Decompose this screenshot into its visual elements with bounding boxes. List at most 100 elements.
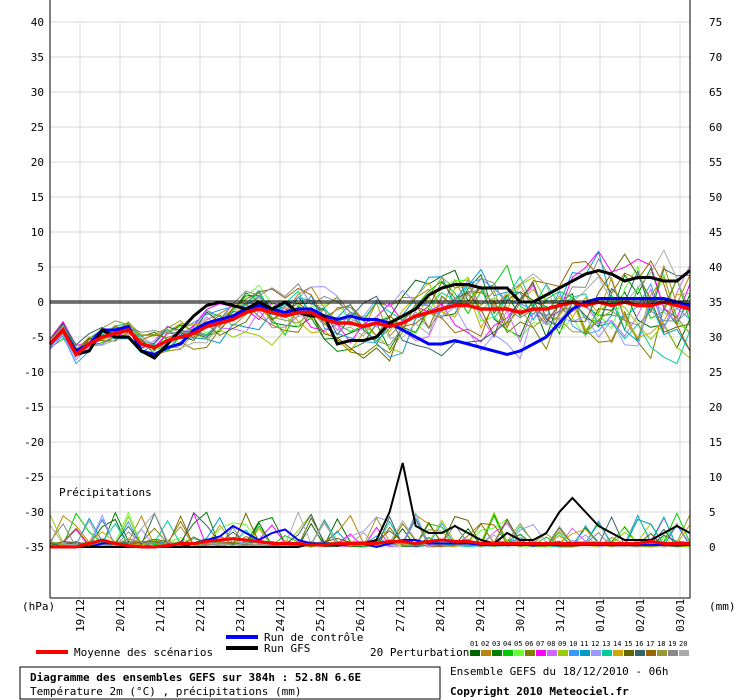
perturbation-legend-swatch bbox=[492, 650, 502, 656]
right-tick-label: 5 bbox=[709, 506, 716, 519]
left-tick-label: 5 bbox=[37, 261, 44, 274]
right-tick-label: 20 bbox=[709, 401, 722, 414]
perturbation-legend-number: 02 bbox=[481, 640, 489, 648]
right-tick-label: 60 bbox=[709, 121, 722, 134]
perturbation-16-temp-line bbox=[49, 268, 691, 357]
right-unit-label: (mm) bbox=[709, 600, 736, 613]
legend: Moyenne des scénarios Run de contrôle Ru… bbox=[36, 631, 689, 659]
right-tick-label: 75 bbox=[709, 16, 722, 29]
x-tick-label: 28/12 bbox=[434, 599, 447, 632]
x-tick-label: 20/12 bbox=[114, 599, 127, 632]
perturbation-legend-swatch bbox=[580, 650, 590, 656]
perturbation-legend: 01 02 03 04 05 06 07 08 09 10 11 12 13 14 15 16 17 18 19 20 bbox=[470, 640, 689, 656]
perturbation-legend-number: 05 bbox=[514, 640, 522, 648]
perturbation-legend-swatch bbox=[503, 650, 513, 656]
right-tick-label: 25 bbox=[709, 366, 722, 379]
chart-title: Diagramme des ensembles GEFS sur 384h : … bbox=[30, 671, 361, 684]
precip-label: Précipitations bbox=[59, 486, 152, 499]
mean-temp-line bbox=[48, 300, 691, 358]
perturbation-legend-number: 12 bbox=[591, 640, 599, 648]
left-tick-label: 25 bbox=[31, 121, 44, 134]
perturbation-legend-number: 11 bbox=[580, 640, 588, 648]
perturbation-legend-number: 03 bbox=[492, 640, 500, 648]
legend-gfs-label: Run GFS bbox=[264, 642, 310, 655]
left-tick-label: -5 bbox=[31, 331, 44, 344]
perturbation-legend-number: 16 bbox=[635, 640, 643, 648]
mean-precip-line bbox=[50, 537, 690, 549]
perturbation-legend-swatch bbox=[679, 650, 689, 656]
right-tick-label: 35 bbox=[709, 296, 722, 309]
left-tick-label: -25 bbox=[24, 471, 44, 484]
perturbation-19-temp-line bbox=[49, 257, 691, 357]
x-tick-label: 03/01 bbox=[674, 599, 687, 632]
perturbation-legend-number: 15 bbox=[624, 640, 632, 648]
perturbation-legend-number: 18 bbox=[657, 640, 665, 648]
perturbation-legend-swatch bbox=[602, 650, 612, 656]
right-tick-label: 10 bbox=[709, 471, 722, 484]
right-tick-label: 40 bbox=[709, 261, 722, 274]
x-tick-label: 30/12 bbox=[514, 599, 527, 632]
perturbation-legend-swatch bbox=[635, 650, 645, 656]
right-tick-label: 70 bbox=[709, 51, 722, 64]
perturbation-lines bbox=[49, 249, 691, 548]
right-tick-label: 30 bbox=[709, 331, 722, 344]
x-tick-label: 01/01 bbox=[594, 599, 607, 632]
x-tick-label: 31/12 bbox=[554, 599, 567, 632]
copyright: Copyright 2010 Meteociel.fr bbox=[450, 685, 629, 698]
run-info: Ensemble GEFS du 18/12/2010 - 06h bbox=[450, 665, 669, 678]
perturbation-legend-swatch bbox=[591, 650, 601, 656]
x-tick-label: 29/12 bbox=[474, 599, 487, 632]
left-tick-label: 0 bbox=[37, 296, 44, 309]
left-unit-label: (hPa) bbox=[22, 600, 55, 613]
x-tick-label: 26/12 bbox=[354, 599, 367, 632]
x-tick-label: 19/12 bbox=[74, 599, 87, 632]
perturbation-legend-swatch bbox=[547, 650, 557, 656]
perturbation-17-temp-line bbox=[49, 260, 691, 357]
perturbation-legend-number: 17 bbox=[646, 640, 654, 648]
left-tick-label: -15 bbox=[24, 401, 44, 414]
perturbation-legend-number: 01 bbox=[470, 640, 478, 648]
perturbation-legend-swatch bbox=[569, 650, 579, 656]
left-tick-label: 20 bbox=[31, 156, 44, 169]
perturbation-legend-number: 13 bbox=[602, 640, 610, 648]
right-tick-label: 55 bbox=[709, 156, 722, 169]
left-tick-label: -35 bbox=[24, 541, 44, 554]
perturbation-legend-swatch bbox=[470, 650, 480, 656]
perturbation-legend-swatch bbox=[481, 650, 491, 656]
perturbation-legend-number: 10 bbox=[569, 640, 577, 648]
right-tick-label: 0 bbox=[709, 541, 716, 554]
perturbation-legend-swatch bbox=[646, 650, 656, 656]
perturbation-legend-swatch bbox=[613, 650, 623, 656]
left-tick-label: 35 bbox=[31, 51, 44, 64]
perturbation-legend-swatch bbox=[558, 650, 568, 656]
perturbation-09-temp-line bbox=[49, 276, 691, 359]
left-tick-label: -20 bbox=[24, 436, 44, 449]
left-tick-label: -10 bbox=[24, 366, 44, 379]
x-tick-label: 24/12 bbox=[274, 599, 287, 632]
right-tick-label: 50 bbox=[709, 191, 722, 204]
grid bbox=[50, 21, 690, 598]
left-tick-label: 10 bbox=[31, 226, 44, 239]
left-tick-label: -30 bbox=[24, 506, 44, 519]
gfs-temp-line bbox=[48, 268, 691, 360]
perturbation-04-temp-line bbox=[49, 264, 691, 355]
perturbation-legend-number: 06 bbox=[525, 640, 533, 648]
left-tick-label: 30 bbox=[31, 86, 44, 99]
legend-control-label: Run de contrôle bbox=[264, 631, 363, 644]
perturbation-legend-swatch bbox=[536, 650, 546, 656]
right-tick-label: 15 bbox=[709, 436, 722, 449]
legend-perturbations-label: 20 Perturbations bbox=[370, 646, 476, 659]
x-tick-label: 02/01 bbox=[634, 599, 647, 632]
right-tick-label: 65 bbox=[709, 86, 722, 99]
perturbation-legend-swatch bbox=[525, 650, 535, 656]
x-tick-label: 21/12 bbox=[154, 599, 167, 632]
x-tick-label: 25/12 bbox=[314, 599, 327, 632]
perturbation-legend-swatch bbox=[668, 650, 678, 656]
perturbation-legend-swatch bbox=[624, 650, 634, 656]
perturbation-18-temp-line bbox=[49, 275, 691, 351]
x-tick-label: 22/12 bbox=[194, 599, 207, 632]
perturbation-legend-swatch bbox=[514, 650, 524, 656]
legend-mean-label: Moyenne des scénarios bbox=[74, 646, 213, 659]
